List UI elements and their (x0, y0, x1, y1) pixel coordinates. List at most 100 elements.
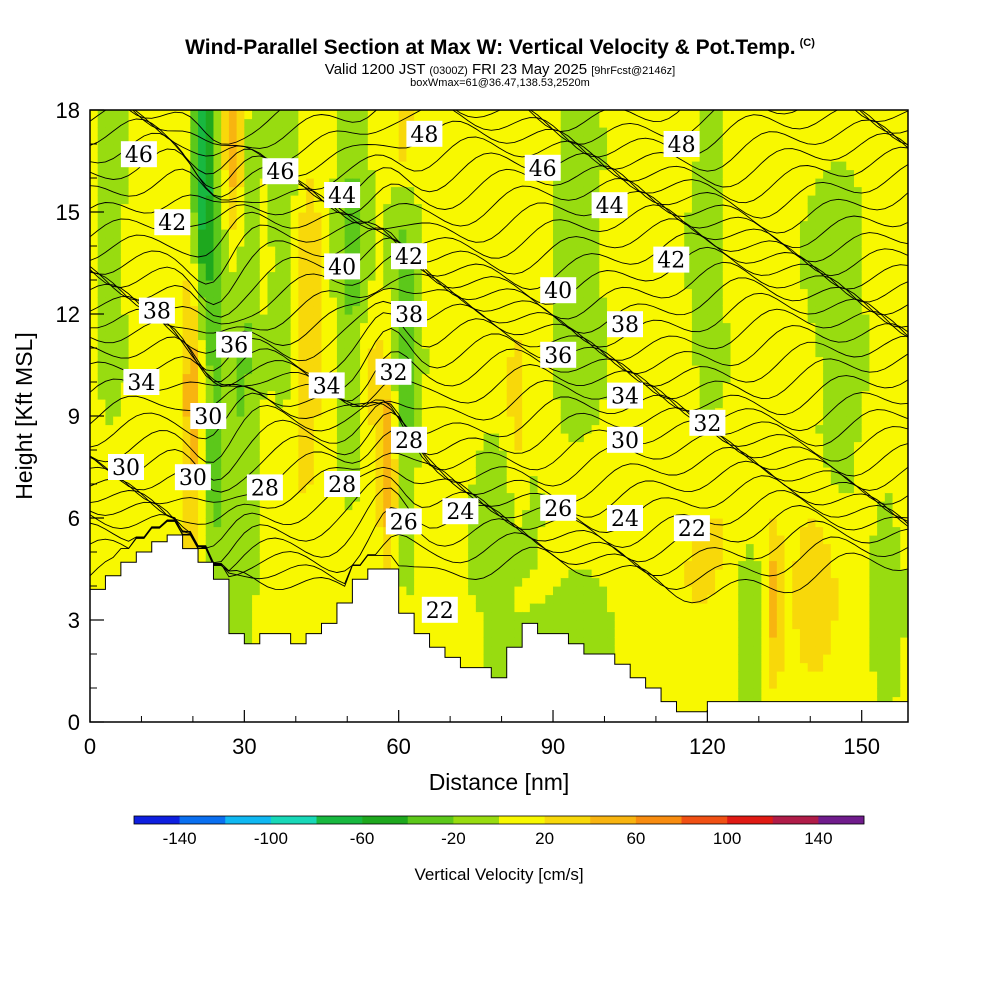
velocity-cell (398, 288, 407, 298)
velocity-cell (252, 637, 261, 647)
velocity-cell (607, 407, 616, 417)
velocity-cell (236, 467, 245, 477)
velocity-cell (514, 288, 523, 298)
velocity-cell (414, 475, 423, 485)
velocity-cell (444, 620, 454, 630)
velocity-cell (375, 433, 384, 443)
velocity-cell (113, 127, 122, 137)
velocity-cell (614, 186, 624, 196)
velocity-cell (352, 441, 361, 451)
velocity-cell (576, 365, 585, 375)
velocity-cell (136, 135, 145, 145)
velocity-cell (128, 348, 137, 358)
velocity-cell (375, 348, 384, 358)
velocity-cell (159, 365, 168, 375)
velocity-cell (545, 229, 554, 239)
velocity-cell (252, 594, 261, 604)
velocity-cell (221, 569, 230, 579)
velocity-cell (221, 322, 230, 332)
velocity-cell (583, 135, 593, 145)
velocity-cell (221, 203, 230, 213)
velocity-cell (583, 382, 593, 392)
velocity-cell (321, 203, 330, 213)
velocity-cell (514, 254, 523, 264)
velocity-cell (576, 339, 585, 349)
velocity-cell (136, 229, 145, 239)
velocity-cell (167, 195, 176, 205)
velocity-cell (499, 280, 508, 290)
velocity-cell (167, 152, 176, 162)
velocity-cell (275, 118, 284, 128)
velocity-cell (537, 577, 546, 587)
velocity-cell (128, 263, 137, 273)
velocity-cell (514, 620, 523, 630)
velocity-cell (267, 220, 276, 230)
velocity-cell (282, 441, 292, 451)
velocity-cell (429, 543, 438, 553)
velocity-cell (306, 186, 315, 196)
velocity-cell (383, 348, 392, 358)
velocity-cell (228, 178, 238, 188)
velocity-cell (398, 169, 407, 179)
velocity-cell (105, 118, 114, 128)
velocity-cell (113, 178, 122, 188)
velocity-cell (614, 161, 624, 171)
velocity-cell (607, 620, 616, 630)
velocity-cell (576, 195, 585, 205)
velocity-cell (614, 543, 624, 553)
velocity-cell (336, 399, 346, 409)
velocity-cell (360, 169, 369, 179)
velocity-cell (352, 144, 361, 154)
velocity-cell (622, 586, 631, 596)
velocity-cell (583, 450, 593, 460)
velocity-cell (90, 560, 99, 570)
velocity-cell (213, 186, 222, 196)
velocity-cell (398, 135, 407, 145)
velocity-cell (105, 254, 114, 264)
velocity-cell (290, 263, 299, 273)
velocity-cell (321, 127, 330, 137)
velocity-cell (398, 484, 407, 494)
velocity-cell (568, 152, 577, 162)
velocity-cell (576, 501, 585, 511)
velocity-cell (514, 450, 523, 460)
velocity-cell (437, 220, 446, 230)
velocity-cell (560, 322, 570, 332)
velocity-cell (468, 356, 477, 366)
velocity-cell (306, 110, 315, 120)
velocity-cell (576, 212, 585, 222)
velocity-cell (228, 297, 238, 307)
velocity-cell (306, 416, 315, 426)
velocity-cell (599, 152, 608, 162)
velocity-cell (383, 195, 392, 205)
velocity-cell (128, 331, 137, 341)
velocity-cell (298, 220, 307, 230)
velocity-cell (475, 577, 485, 587)
velocity-cell (167, 484, 176, 494)
velocity-cell (360, 237, 369, 247)
velocity-cell (568, 577, 577, 587)
velocity-cell (468, 169, 477, 179)
velocity-cell (167, 118, 176, 128)
velocity-cell (607, 118, 616, 128)
velocity-cell (259, 560, 269, 570)
velocity-cell (298, 552, 307, 562)
velocity-cell (244, 288, 253, 298)
velocity-cell (306, 365, 315, 375)
velocity-cell (167, 390, 176, 400)
velocity-cell (105, 314, 114, 324)
velocity-cell (213, 501, 222, 511)
velocity-cell (182, 186, 191, 196)
velocity-cell (614, 450, 624, 460)
velocity-cell (437, 416, 446, 426)
velocity-cell (452, 373, 462, 383)
velocity-cell (568, 229, 577, 239)
velocity-cell (398, 501, 407, 511)
velocity-cell (105, 220, 114, 230)
velocity-cell (506, 178, 516, 188)
velocity-cell (90, 110, 99, 120)
velocity-cell (306, 560, 315, 570)
velocity-cell (560, 110, 570, 120)
velocity-cell (159, 407, 168, 417)
velocity-cell (97, 144, 107, 154)
